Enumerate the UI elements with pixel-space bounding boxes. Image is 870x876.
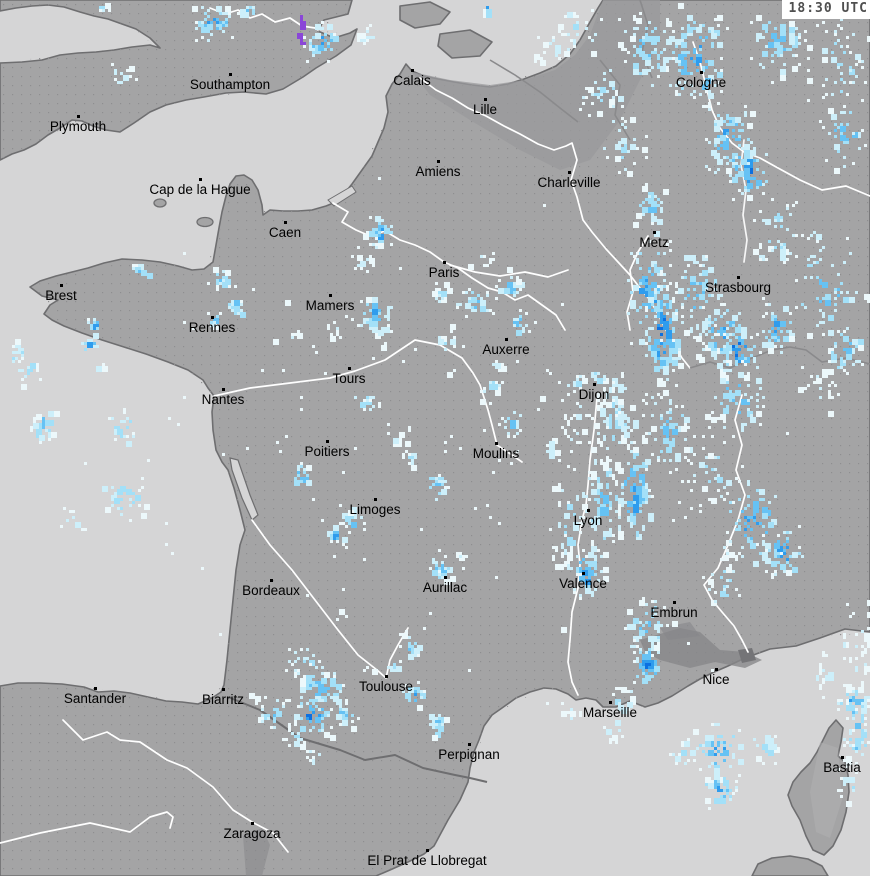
city-dot (229, 73, 232, 76)
city-name: Tours (332, 371, 366, 386)
city-dot (437, 160, 440, 163)
city-dot (77, 115, 80, 118)
city-name: Marseille (582, 705, 638, 720)
city-name: Limoges (349, 502, 401, 517)
city-dot (653, 231, 656, 234)
city-dot (568, 171, 571, 174)
city-name: Dijon (578, 387, 610, 402)
city-name: Lyon (573, 513, 603, 528)
city-dot (222, 688, 225, 691)
city-name: Moulins (472, 446, 520, 461)
city-name: Embrun (650, 605, 698, 620)
city-dot (426, 849, 429, 852)
city-name: Aurillac (422, 580, 468, 595)
city-name: Rennes (188, 320, 236, 335)
city-dot (199, 178, 202, 181)
city-name: Cologne (675, 75, 727, 90)
city-name: Calais (393, 73, 431, 88)
city-name: Metz (639, 235, 669, 250)
city-dot (443, 261, 446, 264)
city-name: Toulouse (358, 679, 414, 694)
city-dot (609, 701, 612, 704)
city-name: Nantes (201, 392, 245, 407)
city-name: Valence (559, 576, 607, 591)
city-dot (251, 822, 254, 825)
city-dot (593, 383, 596, 386)
city-dot (348, 367, 351, 370)
city-dot (411, 69, 414, 72)
city-dot (505, 338, 508, 341)
city-dot (211, 316, 214, 319)
city-name: Charleville (537, 175, 601, 190)
city-name: Poitiers (304, 444, 350, 459)
city-dot (673, 601, 676, 604)
city-dot (94, 687, 97, 690)
city-name: Santander (63, 691, 127, 706)
city-dot (582, 572, 585, 575)
city-name: Amiens (415, 164, 461, 179)
city-name: Bastia (823, 760, 861, 775)
city-dot (841, 756, 844, 759)
city-dot (495, 442, 498, 445)
city-dot (60, 284, 63, 287)
city-dot (385, 675, 388, 678)
city-name: Strasbourg (704, 280, 772, 295)
city-name: Biarritz (201, 692, 245, 707)
timestamp: 18:30 UTC (781, 0, 870, 19)
city-dot (484, 98, 487, 101)
city-name: Perpignan (438, 747, 500, 762)
city-name: Mamers (305, 298, 355, 313)
city-name: Nice (702, 672, 730, 687)
city-dot (326, 440, 329, 443)
city-name: Bordeaux (242, 583, 300, 598)
city-name: Plymouth (49, 119, 107, 134)
city-name: Caen (268, 225, 302, 240)
city-dot (587, 509, 590, 512)
city-dot (284, 221, 287, 224)
city-name: Brest (45, 288, 77, 303)
city-dot (329, 294, 332, 297)
city-dot (468, 743, 471, 746)
city-dot (700, 71, 703, 74)
city-name: El Prat de Llobregat (367, 853, 487, 868)
city-name: Zaragoza (223, 826, 281, 841)
city-name: Paris (428, 265, 460, 280)
city-name: Auxerre (482, 342, 530, 357)
city-dot (715, 668, 718, 671)
city-dot (270, 579, 273, 582)
city-dot (222, 388, 225, 391)
city-dot (444, 576, 447, 579)
city-dot (737, 276, 740, 279)
city-dot (374, 498, 377, 501)
city-name: Cap de la Hague (149, 182, 251, 197)
city-name: Lille (472, 102, 498, 117)
city-name: Southampton (189, 77, 271, 92)
